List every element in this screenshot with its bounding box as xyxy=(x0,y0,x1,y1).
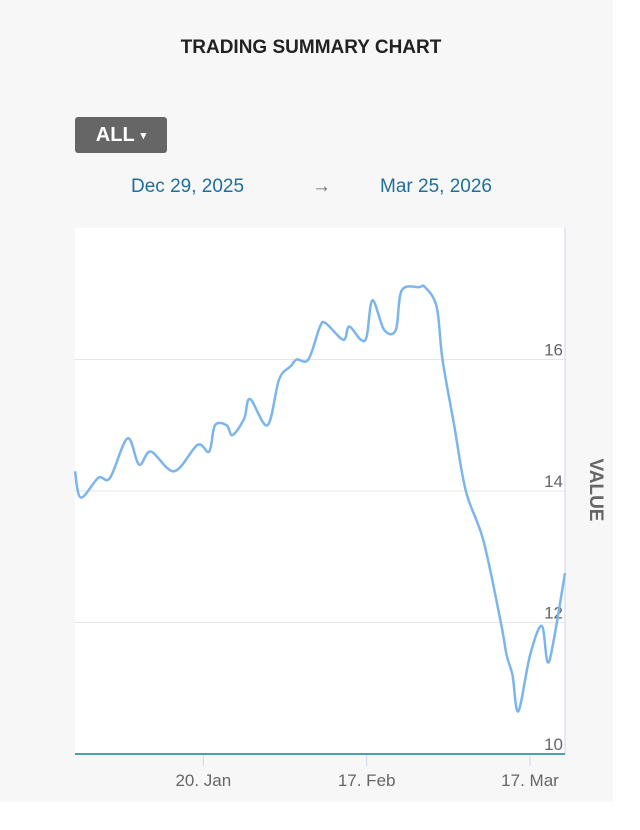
data-point[interactable] xyxy=(370,297,376,303)
y-axis-title: VALUE xyxy=(585,459,606,522)
data-point[interactable] xyxy=(451,422,457,428)
data-point[interactable] xyxy=(224,422,230,428)
data-point[interactable] xyxy=(545,659,551,665)
data-point[interactable] xyxy=(305,357,311,363)
data-point[interactable] xyxy=(364,333,370,339)
data-point[interactable] xyxy=(265,422,271,428)
chart-title: TRADING SUMMARY CHART xyxy=(180,37,442,58)
data-point[interactable] xyxy=(107,475,113,481)
data-point[interactable] xyxy=(171,468,177,474)
y-tick-label: 10 xyxy=(544,735,563,754)
arrow-right-icon: → xyxy=(312,176,331,197)
data-point[interactable] xyxy=(323,320,329,326)
x-tick-label: 17. Mar xyxy=(501,771,559,790)
data-point[interactable] xyxy=(515,708,521,714)
data-point[interactable] xyxy=(206,449,212,455)
end-date[interactable]: Mar 25, 2026 xyxy=(380,176,492,197)
x-tick-label: 17. Feb xyxy=(338,771,396,790)
data-point[interactable] xyxy=(148,449,154,455)
data-point[interactable] xyxy=(463,488,469,494)
data-point[interactable] xyxy=(434,304,440,310)
data-point[interactable] xyxy=(294,357,300,363)
data-point[interactable] xyxy=(498,620,504,626)
y-tick-label: 16 xyxy=(544,341,563,360)
data-point[interactable] xyxy=(480,537,486,543)
data-point[interactable] xyxy=(381,327,387,333)
data-point[interactable] xyxy=(195,442,201,448)
data-point[interactable] xyxy=(358,337,364,343)
range-selector-button[interactable]: ALL ▾ xyxy=(75,117,167,153)
data-point[interactable] xyxy=(346,324,352,330)
data-point[interactable] xyxy=(72,468,78,474)
data-point[interactable] xyxy=(230,432,236,438)
data-point[interactable] xyxy=(562,570,568,576)
data-point[interactable] xyxy=(95,475,101,481)
range-label: ALL xyxy=(95,124,135,146)
caret-down-icon: ▾ xyxy=(140,130,147,142)
data-point[interactable] xyxy=(212,422,218,428)
data-point[interactable] xyxy=(136,462,142,468)
data-point[interactable] xyxy=(504,652,510,658)
data-point[interactable] xyxy=(241,416,247,422)
data-point[interactable] xyxy=(276,376,282,382)
data-point[interactable] xyxy=(422,284,428,290)
data-point[interactable] xyxy=(393,327,399,333)
data-point[interactable] xyxy=(510,672,516,678)
data-point[interactable] xyxy=(340,337,346,343)
data-point[interactable] xyxy=(399,287,405,293)
data-point[interactable] xyxy=(527,652,533,658)
start-date[interactable]: Dec 29, 2025 xyxy=(131,176,245,197)
data-point[interactable] xyxy=(317,324,323,330)
y-tick-label: 14 xyxy=(544,472,563,491)
data-point[interactable] xyxy=(78,495,84,501)
data-point[interactable] xyxy=(440,357,446,363)
data-point[interactable] xyxy=(247,396,253,402)
data-point[interactable] xyxy=(539,623,545,629)
x-tick-label: 20. Jan xyxy=(175,771,231,790)
data-point[interactable] xyxy=(288,363,294,369)
series-line xyxy=(73,284,567,713)
data-point[interactable] xyxy=(125,435,131,441)
data-point[interactable] xyxy=(550,639,556,645)
data-point[interactable] xyxy=(416,284,422,290)
